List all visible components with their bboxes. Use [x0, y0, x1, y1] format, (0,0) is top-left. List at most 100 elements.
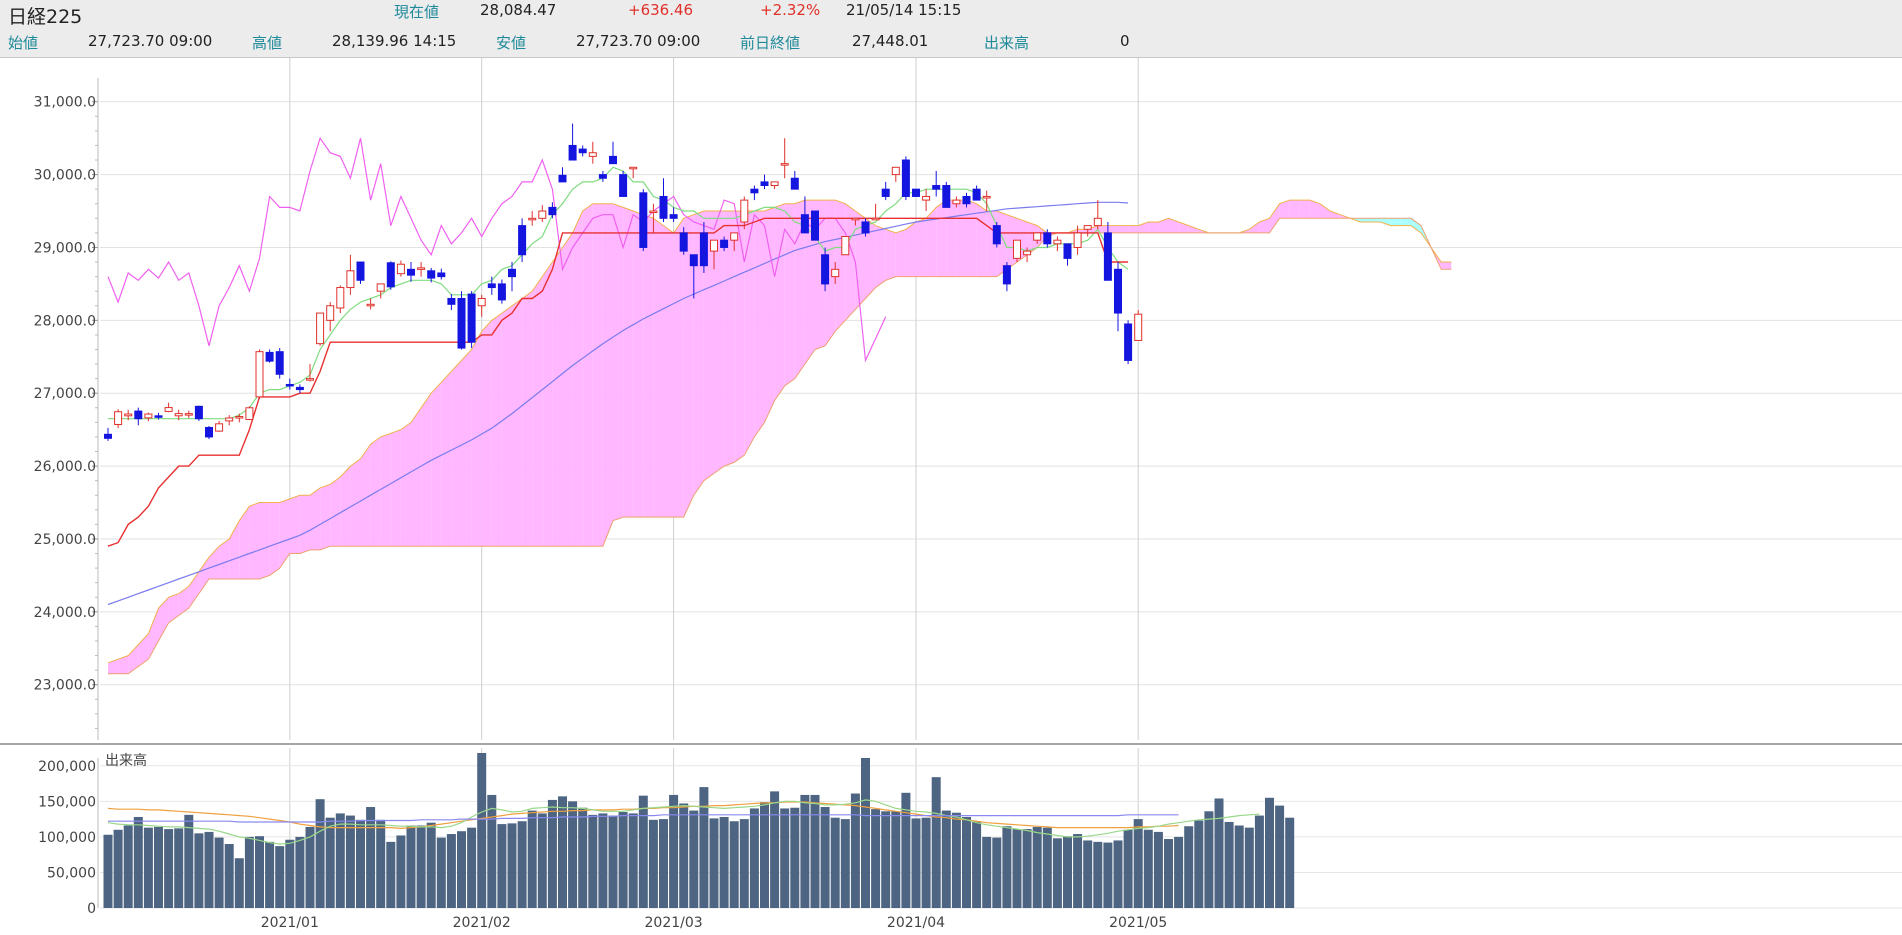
volume-bar — [467, 827, 477, 908]
volume-bar — [982, 836, 992, 908]
volume-bars — [103, 752, 1295, 908]
kumo-segment — [411, 407, 422, 547]
candle-body — [225, 417, 234, 422]
kumo-segment — [522, 291, 533, 547]
kumo-segment — [703, 211, 714, 481]
volume-bar — [992, 837, 1002, 908]
candle-body — [154, 415, 163, 418]
volume-bar — [436, 837, 446, 908]
volume-bar — [224, 844, 234, 908]
current-label: 現在値 — [394, 3, 440, 21]
candle-body — [497, 283, 506, 301]
volume-bar — [709, 818, 719, 908]
volume-bar — [951, 812, 961, 908]
kumo-segment — [1390, 218, 1401, 226]
volume-bar — [275, 846, 285, 908]
volume-bar — [174, 828, 184, 908]
volume-bar — [244, 836, 254, 908]
candle-body — [1023, 250, 1032, 256]
kumo-segment — [784, 203, 795, 386]
candle-body — [1053, 239, 1062, 245]
indicator-lines — [107, 136, 1129, 606]
volume-tick-label: 0 — [87, 901, 96, 917]
volume-bar — [638, 795, 648, 908]
kumo-segment — [1279, 200, 1290, 219]
volume-bar — [477, 752, 487, 908]
volume-value: 0 — [1120, 32, 1130, 50]
candle-body — [972, 188, 981, 201]
candle-body — [619, 174, 628, 197]
candle-body — [134, 410, 143, 420]
volume-bar — [1083, 840, 1093, 908]
volume-bar — [143, 827, 153, 908]
volume-bar — [1153, 831, 1163, 908]
kumo-segment — [825, 200, 836, 346]
kumo-segment — [118, 655, 129, 674]
high-label: 高値 — [252, 34, 283, 52]
volume-bar — [265, 841, 275, 908]
volume-label: 出来高 — [984, 34, 1030, 52]
kumo-segment — [835, 200, 846, 332]
candle-body — [447, 297, 456, 305]
candlesticks — [104, 123, 1143, 441]
volume-bar — [861, 757, 870, 908]
candle-body — [1002, 265, 1011, 285]
volume-bar — [487, 794, 497, 908]
kumo-segment — [936, 200, 947, 277]
candle-body — [124, 413, 133, 417]
kumo-segment — [350, 458, 361, 547]
candle-body — [1093, 217, 1102, 227]
volume-bar — [426, 822, 436, 908]
volume-bar — [517, 821, 527, 908]
volume-bar — [659, 819, 668, 908]
volume-bar — [113, 829, 123, 908]
kumo-segment — [1289, 200, 1300, 219]
kumo-segment — [310, 487, 321, 550]
kumo-segment — [108, 659, 119, 674]
kumo-segment — [330, 477, 341, 547]
candle-body — [1124, 323, 1133, 361]
volume-bar — [911, 818, 921, 908]
kumo-segment — [320, 484, 331, 550]
kumo-segment — [441, 371, 452, 547]
kumo-segment — [946, 200, 957, 277]
candle-body — [841, 236, 850, 256]
volume-bar — [214, 837, 224, 908]
kumo-segment — [209, 546, 220, 580]
moving-average-line — [107, 201, 1129, 606]
volume-bar — [598, 813, 608, 908]
kumo-segment — [582, 203, 593, 547]
volume-bar — [133, 816, 143, 908]
kumo-segment — [976, 203, 987, 277]
candle-body — [881, 188, 890, 197]
kumo-segment — [744, 211, 755, 456]
volume-bar — [255, 836, 264, 908]
tenkan-sen-line — [108, 166, 1129, 420]
candle-body — [740, 199, 749, 223]
candle-body — [1013, 239, 1021, 259]
volume-axis: 200,000 150,000 100,000 50,000 0 — [38, 759, 96, 917]
volume-bar — [1265, 797, 1274, 908]
volume-bar — [507, 823, 517, 908]
volume-bar — [850, 793, 860, 908]
volume-bar — [1174, 836, 1184, 908]
volume-bar — [204, 831, 214, 908]
volume-bar — [184, 814, 194, 908]
quote-datetime: 21/05/14 15:15 — [846, 1, 962, 19]
volume-bar — [1143, 829, 1153, 908]
price-tick-label: 25,000.0 — [34, 532, 96, 548]
kumo-segment — [794, 200, 805, 379]
candle-body — [275, 351, 284, 375]
candle-body — [346, 270, 355, 289]
volume-bar — [972, 821, 982, 908]
kumo-segment — [1299, 200, 1310, 219]
kumo-segment — [158, 597, 169, 641]
volume-bar — [1164, 839, 1173, 908]
volume-bar — [901, 792, 911, 908]
volume-tick-label: 100,000 — [38, 830, 96, 846]
kumo-segment — [1118, 225, 1129, 233]
kumo-segment — [370, 436, 381, 547]
volume-bar — [335, 813, 345, 908]
kumo-segment — [1097, 225, 1108, 233]
kumo-segment — [592, 203, 603, 547]
